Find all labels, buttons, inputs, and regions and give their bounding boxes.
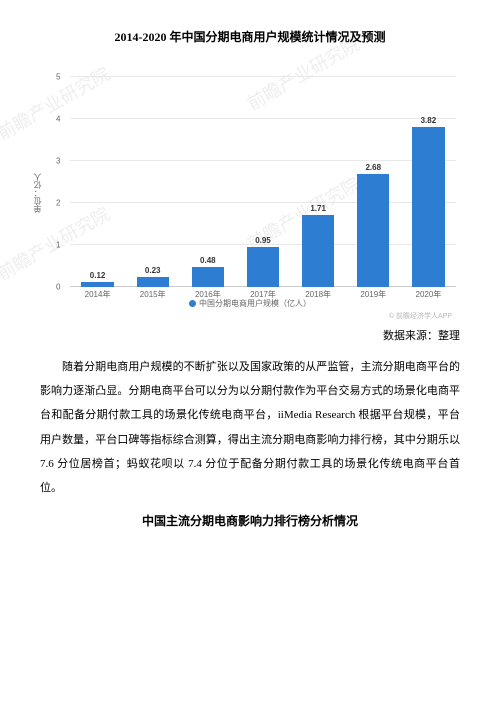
plot-area: 0.120.230.480.951.712.683.82 — [70, 77, 456, 287]
bar-value-label: 0.95 — [255, 236, 271, 245]
bar-group: 1.71 — [295, 215, 341, 287]
bar-value-label: 2.68 — [365, 163, 381, 172]
bars-container: 0.120.230.480.951.712.683.82 — [70, 77, 456, 287]
bar — [192, 267, 224, 287]
bar-group: 2.68 — [350, 174, 396, 287]
source-line: 数据来源：整理 — [40, 327, 460, 343]
bar — [247, 247, 279, 287]
chart-attribution: © 前瞻经济学人APP — [389, 311, 452, 321]
bar-value-label: 0.23 — [145, 266, 161, 275]
bar — [81, 282, 113, 287]
page-title: 2014-2020 年中国分期电商用户规模统计情况及预测 — [40, 28, 460, 45]
bar-value-label: 1.71 — [310, 204, 326, 213]
y-tick: 5 — [56, 73, 60, 82]
section-heading: 中国主流分期电商影响力排行榜分析情况 — [40, 512, 460, 529]
bar-group: 0.48 — [185, 267, 231, 287]
y-tick: 3 — [56, 157, 60, 166]
y-tick: 0 — [56, 283, 60, 292]
bar — [137, 277, 169, 287]
y-tick: 4 — [56, 115, 60, 124]
bar-group: 0.95 — [240, 247, 286, 287]
bar-value-label: 3.82 — [421, 116, 437, 125]
bar — [412, 127, 444, 287]
bar — [302, 215, 334, 287]
legend-text: 中国分期电商用户规模（亿人） — [199, 299, 311, 308]
y-tick: 1 — [56, 241, 60, 250]
y-axis-label: 单位：亿人 — [32, 173, 43, 213]
bar-value-label: 0.48 — [200, 256, 216, 265]
body-paragraph: 随着分期电商用户规模的不断扩张以及国家政策的从严监管，主流分期电商平台的影响力逐… — [40, 355, 460, 500]
bar-group: 0.12 — [74, 282, 120, 287]
bar-group: 0.23 — [130, 277, 176, 287]
legend: 中国分期电商用户规模（亿人） — [40, 298, 460, 309]
bar — [357, 174, 389, 287]
y-tick: 2 — [56, 199, 60, 208]
bar-chart: 单位：亿人 0.120.230.480.951.712.683.82 2014年… — [40, 63, 460, 323]
bar-value-label: 0.12 — [90, 271, 106, 280]
bar-group: 3.82 — [405, 127, 451, 287]
legend-dot-icon — [189, 300, 196, 307]
